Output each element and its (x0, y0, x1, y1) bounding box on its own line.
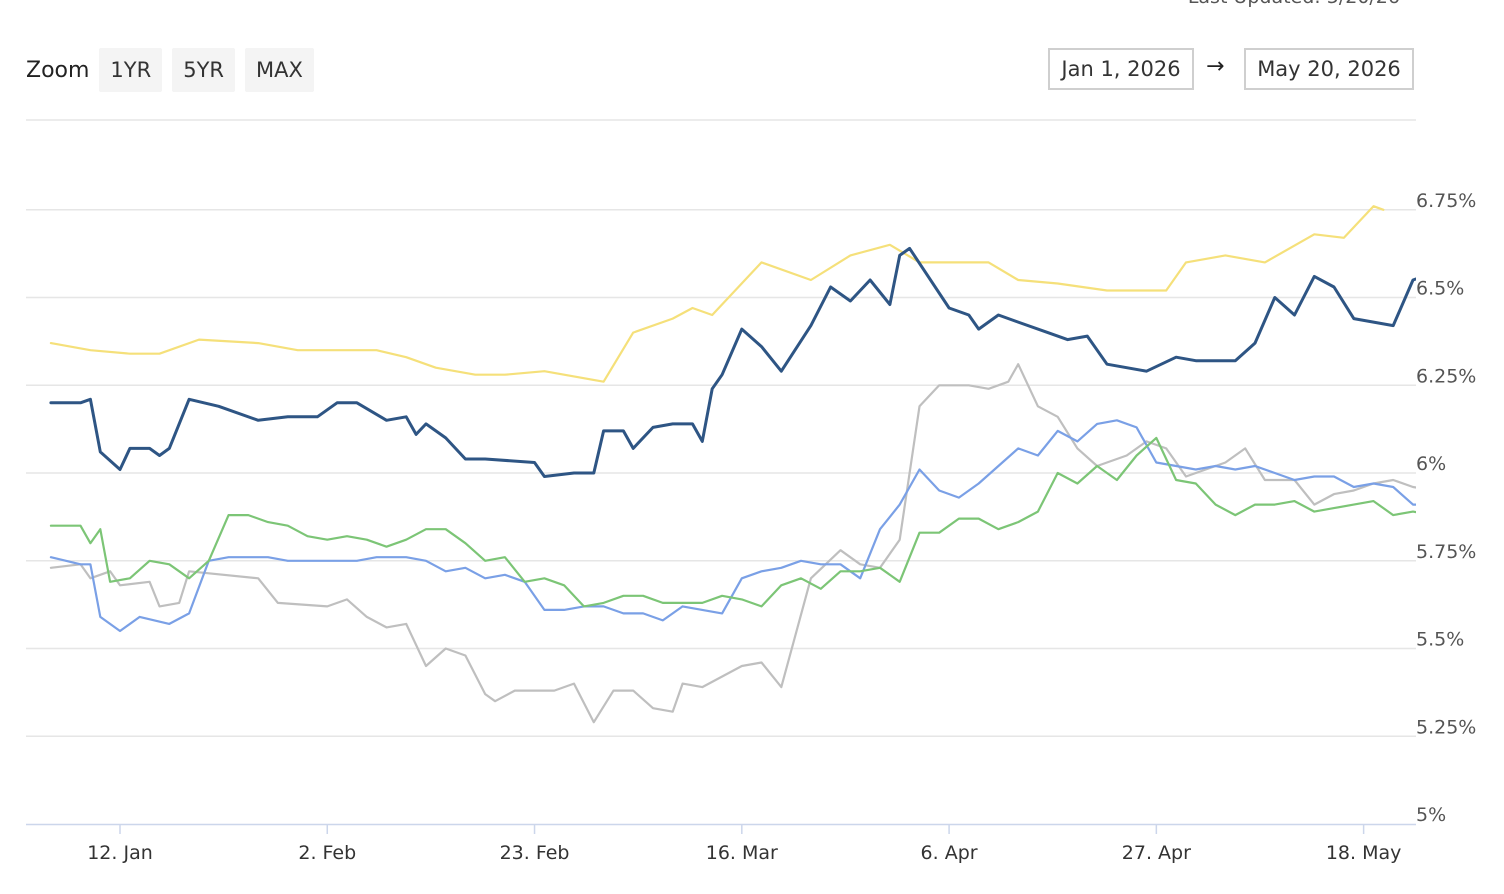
x-tick-label: 12. Jan (87, 842, 153, 864)
y-tick-label: 5.75% (1416, 541, 1476, 563)
series-line-4 (49, 436, 1416, 608)
y-tick-label: 5.5% (1416, 629, 1464, 651)
x-tick-label: 2. Feb (298, 842, 356, 864)
x-tick-label: 16. Mar (706, 842, 778, 864)
x-tick-label: 6. Apr (921, 842, 978, 864)
last-updated-text: Last Updated: 5/20/26 (1188, 0, 1400, 8)
series-line-0 (49, 205, 1385, 383)
zoom-label: Zoom (26, 57, 90, 83)
y-tick-label: 6.5% (1416, 278, 1464, 300)
y-tick-label: 6.25% (1416, 365, 1476, 387)
y-tick-label: 6.75% (1416, 190, 1476, 212)
y-tick-label: 6% (1416, 453, 1446, 475)
zoom-5yr-button[interactable]: 5YR (172, 48, 235, 92)
series-line-1 (49, 246, 1416, 478)
y-tick-label: 5.25% (1416, 716, 1476, 738)
date-from-input[interactable]: Jan 1, 2026 (1048, 48, 1194, 90)
y-tick-label: 5% (1416, 804, 1446, 826)
series-line-2 (49, 363, 1416, 724)
zoom-max-button[interactable]: MAX (244, 48, 314, 92)
series-line-3 (49, 419, 1416, 633)
x-tick-label: 23. Feb (500, 842, 570, 864)
x-tick-label: 18. May (1326, 842, 1402, 864)
date-range-arrow: → (1206, 54, 1225, 79)
zoom-1yr-button[interactable]: 1YR (99, 48, 163, 92)
x-tick-label: 27. Apr (1122, 842, 1191, 864)
zoom-controls: Zoom 1YR 5YR MAX (26, 48, 324, 92)
date-to-input[interactable]: May 20, 2026 (1244, 48, 1414, 90)
